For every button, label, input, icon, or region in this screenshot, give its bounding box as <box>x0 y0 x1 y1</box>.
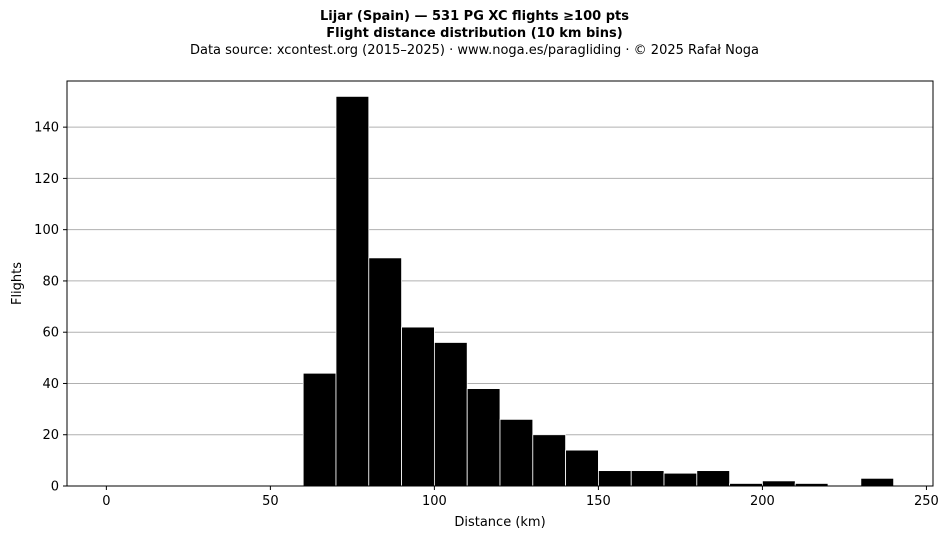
x-tick-label-250: 250 <box>914 494 939 509</box>
bar-150-160km <box>598 470 632 487</box>
bar-70-80km <box>335 95 370 487</box>
bar-110-120km <box>466 388 501 487</box>
bar-100-110km <box>433 342 468 487</box>
x-tick-label-0: 0 <box>102 494 110 509</box>
plot-frame <box>66 80 934 487</box>
bar-160-170km <box>630 470 665 487</box>
bar-170-180km <box>663 472 698 487</box>
y-axis-label: Flights <box>10 262 25 305</box>
x-tick-label-150: 150 <box>586 494 611 509</box>
chart-title: Lijar (Spain) — 531 PG XC flights ≥100 p… <box>320 9 629 24</box>
y-tick-label-140: 140 <box>34 121 59 136</box>
x-tick-label-200: 200 <box>750 494 775 509</box>
y-tick-label-0: 0 <box>51 480 59 495</box>
bar-200-210km <box>762 480 796 487</box>
x-tick-label-50: 50 <box>262 494 279 509</box>
bar-60-70km <box>302 372 337 487</box>
chart-source-line: Data source: xcontest.org (2015–2025) · … <box>189 43 760 58</box>
bar-230-240km <box>860 477 895 487</box>
bar-90-100km <box>401 326 435 487</box>
x-axis-label: Distance (km) <box>454 515 545 530</box>
y-tick-label-40: 40 <box>42 377 59 392</box>
y-ticks: 0 20 40 60 80 100 120 140 <box>34 121 67 495</box>
bars <box>302 95 895 487</box>
y-tick-label-120: 120 <box>34 172 59 187</box>
x-tick-label-100: 100 <box>422 494 447 509</box>
bar-80-90km <box>368 257 402 487</box>
y-tick-label-20: 20 <box>42 428 59 443</box>
y-tick-label-80: 80 <box>42 274 59 289</box>
chart-titles: Lijar (Spain) — 531 PG XC flights ≥100 p… <box>0 8 949 59</box>
y-tick-label-60: 60 <box>42 326 59 341</box>
bar-180-190km <box>696 470 731 487</box>
x-ticks: 0 50 100 150 200 250 <box>102 486 939 509</box>
bar-120-130km <box>499 418 534 487</box>
chart-subtitle: Flight distance distribution (10 km bins… <box>326 26 623 41</box>
bar-140-150km <box>565 449 599 487</box>
bar-130-140km <box>532 434 567 487</box>
y-tick-label-100: 100 <box>34 223 59 238</box>
